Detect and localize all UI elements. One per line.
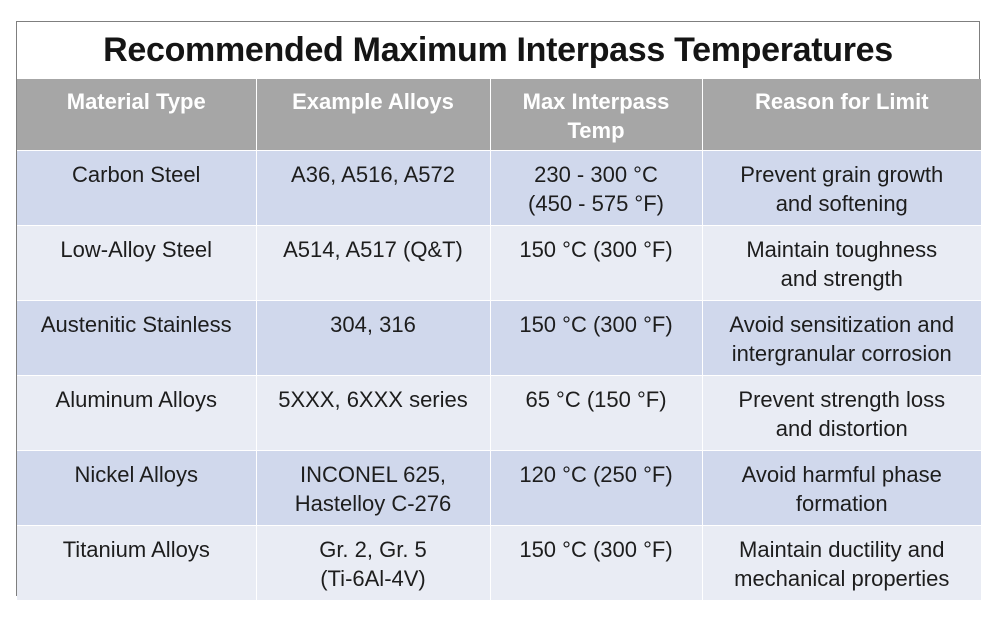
table-row: Low-Alloy Steel A514, A517 (Q&T) 150 °C (3…: [17, 224, 981, 300]
cell-material-type: Carbon Steel: [17, 149, 257, 225]
cell-line: Hastelloy C-276: [294, 490, 452, 516]
cell-material-type: Aluminum Alloys: [17, 374, 257, 450]
cell-line: 150 °C (300 °F): [519, 311, 673, 337]
cell-line: 150 °C (300 °F): [519, 236, 673, 262]
cell-max-interpass-temp: 150 °C (300 °F): [490, 524, 703, 600]
cell-line: and strength: [780, 265, 903, 291]
table-body: Carbon Steel A36, A516, A572 230 - 300 °C (…: [17, 149, 981, 600]
cell-line: Maintain ductility and: [739, 536, 945, 562]
cell-line: Prevent grain growth: [740, 161, 944, 187]
table-row: Nickel Alloys INCONEL 625, Hastelloy C-276…: [17, 449, 981, 525]
cell-line: mechanical properties: [734, 565, 950, 591]
cell-line: (Ti-6Al-4V): [320, 565, 426, 591]
cell-material-type: Low-Alloy Steel: [17, 224, 257, 300]
cell-line: (450 - 575 °F): [528, 190, 664, 216]
cell-reason-for-limit: Avoid harmful phase formation: [702, 449, 981, 525]
header-material-type: Material Type: [17, 79, 257, 150]
cell-reason-for-limit: Maintain toughness and strength: [702, 224, 981, 300]
header-reason-for-limit: Reason for Limit: [702, 79, 981, 150]
cell-example-alloys: INCONEL 625, Hastelloy C-276: [256, 449, 491, 525]
cell-line: INCONEL 625,: [300, 461, 446, 487]
cell-line: Avoid sensitization and: [729, 311, 955, 337]
table-row: Titanium Alloys Gr. 2, Gr. 5 (Ti-6Al-4V) 15…: [17, 524, 981, 600]
cell-example-alloys: 5XXX, 6XXX series: [256, 374, 491, 450]
cell-material-type: Nickel Alloys: [17, 449, 257, 525]
cell-line: and distortion: [775, 415, 908, 441]
table-row: Austenitic Stainless 304, 316 150 °C (300 …: [17, 299, 981, 375]
cell-line: 150 °C (300 °F): [519, 536, 673, 562]
cell-max-interpass-temp: 150 °C (300 °F): [490, 224, 703, 300]
cell-line: 65 °C (150 °F): [525, 386, 667, 412]
table-frame: Recommended Maximum Interpass Temperatur…: [16, 21, 981, 600]
table-row: Carbon Steel A36, A516, A572 230 - 300 °C (…: [17, 149, 981, 225]
cell-line: 120 °C (250 °F): [519, 461, 673, 487]
cell-reason-for-limit: Maintain ductility and mechanical propert…: [702, 524, 981, 600]
cell-max-interpass-temp: 120 °C (250 °F): [490, 449, 703, 525]
cell-line: Avoid harmful phase: [741, 461, 942, 487]
header-row: Material Type Example Alloys Max Interpa…: [17, 79, 981, 150]
cell-material-type: Austenitic Stainless: [17, 299, 257, 375]
cell-example-alloys: Gr. 2, Gr. 5 (Ti-6Al-4V): [256, 524, 491, 600]
cell-example-alloys: A36, A516, A572: [256, 149, 491, 225]
cell-line: 230 - 300 °C: [534, 161, 658, 187]
table-row: Aluminum Alloys 5XXX, 6XXX series 65 °C (1…: [17, 374, 981, 450]
header-example-alloys: Example Alloys: [256, 79, 491, 150]
cell-max-interpass-temp: 150 °C (300 °F): [490, 299, 703, 375]
cell-max-interpass-temp: 65 °C (150 °F): [490, 374, 703, 450]
cell-line: intergranular corrosion: [731, 340, 952, 366]
cell-line: Prevent strength loss: [738, 386, 946, 412]
cell-line: formation: [795, 490, 888, 516]
cell-line: Gr. 2, Gr. 5: [319, 536, 427, 562]
table-title: Recommended Maximum Interpass Temperatur…: [103, 31, 893, 69]
cell-reason-for-limit: Prevent grain growth and softening: [702, 149, 981, 225]
cell-reason-for-limit: Prevent strength loss and distortion: [702, 374, 981, 450]
cell-max-interpass-temp: 230 - 300 °C (450 - 575 °F): [490, 149, 703, 225]
cell-material-type: Titanium Alloys: [17, 524, 257, 600]
header-max-interpass-temp: Max Interpass Temp: [490, 79, 703, 150]
cell-example-alloys: 304, 316: [256, 299, 491, 375]
interpass-temperature-table: Material Type Example Alloys Max Interpa…: [17, 79, 981, 600]
cell-example-alloys: A514, A517 (Q&T): [256, 224, 491, 300]
cell-line: and softening: [775, 190, 908, 216]
cell-reason-for-limit: Avoid sensitization and intergranular cor…: [702, 299, 981, 375]
cell-line: Maintain toughness: [746, 236, 938, 262]
